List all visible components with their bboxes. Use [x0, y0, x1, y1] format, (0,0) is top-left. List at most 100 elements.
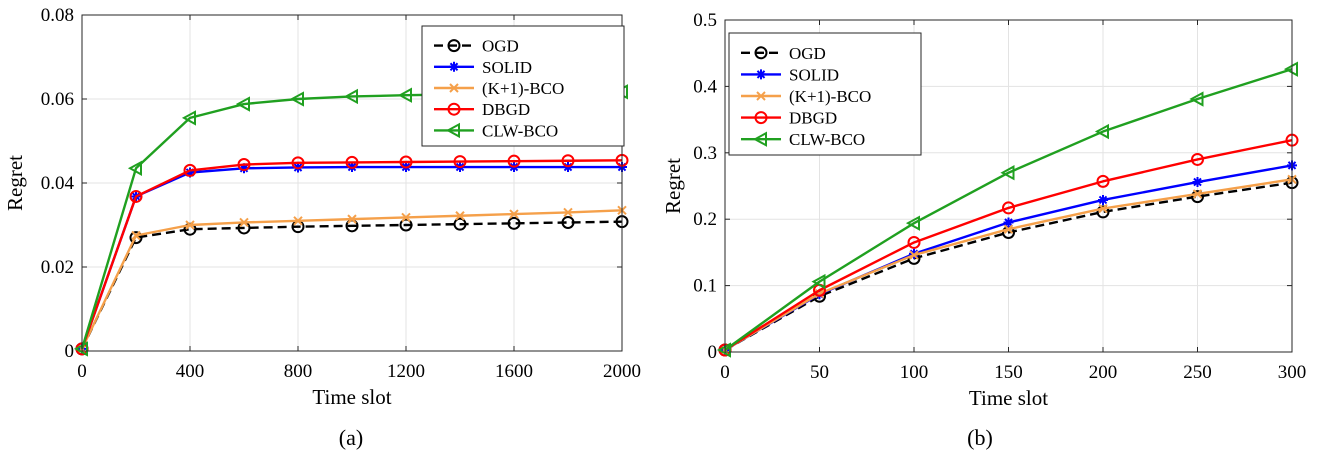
legend-label: SOLID — [789, 65, 839, 84]
data-point — [127, 160, 142, 176]
legend-marker — [449, 83, 459, 93]
series-line-ogd — [80, 220, 623, 350]
data-point — [131, 230, 141, 241]
data-point — [237, 158, 251, 172]
x-tick-label: 2000 — [603, 361, 641, 382]
legend-a: OGD SOLID (K+1)-BCO DBGD CLW-BCO — [421, 25, 625, 147]
chart-caption: (b) — [967, 425, 993, 450]
legend-label: DBGD — [789, 109, 837, 128]
y-tick-label: 0.1 — [693, 276, 717, 297]
data-point — [507, 216, 521, 230]
data-point — [507, 154, 521, 168]
x-tick-label: 1200 — [387, 361, 425, 382]
y-tick-label: 0.3 — [693, 143, 717, 164]
data-point — [509, 209, 519, 219]
x-tick-label: 250 — [1183, 362, 1212, 383]
data-point — [453, 155, 467, 169]
chart-caption: (a) — [339, 425, 363, 450]
legend-label: (K+1)-BCO — [482, 79, 564, 98]
data-point — [183, 163, 197, 177]
y-tick-label: 0 — [65, 341, 75, 362]
data-point — [1098, 194, 1108, 205]
y-tick-label: 0.08 — [41, 5, 74, 26]
data-point — [399, 155, 413, 169]
data-point — [239, 163, 249, 174]
data-point — [1096, 174, 1110, 188]
data-point — [181, 110, 196, 126]
data-point — [397, 87, 412, 103]
legend-label: CLW-BCO — [482, 121, 558, 140]
data-point — [347, 214, 357, 224]
data-point — [1191, 190, 1204, 204]
data-point — [1094, 123, 1109, 140]
data-point — [291, 156, 305, 170]
data-point — [563, 207, 573, 218]
y-tick-label: 0.02 — [41, 257, 74, 278]
data-point — [185, 220, 195, 230]
data-point — [1191, 152, 1204, 166]
legend-label: CLW-BCO — [789, 130, 865, 149]
y-tick-label: 0 — [708, 342, 718, 363]
y-tick-label: 0.4 — [693, 76, 717, 97]
data-point — [1096, 205, 1110, 219]
data-point — [561, 215, 575, 229]
legend-marker — [449, 61, 459, 72]
data-point — [1000, 165, 1015, 181]
data-point — [811, 273, 826, 290]
data-point — [235, 96, 250, 112]
x-axis-label: Time slot — [969, 386, 1048, 410]
legend-marker — [754, 111, 768, 125]
data-point — [907, 235, 921, 249]
data-point — [399, 218, 413, 232]
data-point — [345, 155, 359, 169]
data-point — [129, 231, 143, 245]
series-group-b — [716, 61, 1299, 358]
data-point — [293, 216, 303, 226]
x-tick-label: 300 — [1278, 362, 1307, 383]
x-axis-label: Time slot — [312, 385, 391, 409]
series-line-clw-bco — [724, 67, 1293, 351]
legend-label: SOLID — [482, 58, 532, 77]
series-line-dbgd — [80, 159, 623, 350]
data-point — [909, 250, 919, 260]
legend-marker — [756, 69, 766, 80]
legend-marker — [447, 102, 461, 116]
data-point — [343, 88, 358, 105]
legend-marker — [752, 131, 767, 147]
data-point — [289, 91, 304, 107]
y-axis-label: Regret — [661, 158, 685, 214]
y-tick-label: 0.5 — [693, 10, 717, 31]
x-tick-label: 200 — [1089, 362, 1118, 383]
data-point — [561, 154, 575, 168]
chart-a: 0 400 800 1200 1600 2000 0 0.02 0.04 0.06 0.08 Time… — [3, 5, 641, 450]
data-point — [1189, 91, 1204, 107]
data-point — [185, 167, 195, 178]
data-point — [453, 217, 467, 231]
data-point — [905, 215, 920, 231]
legend-marker — [754, 46, 768, 60]
data-point — [1003, 224, 1014, 234]
data-point — [455, 211, 465, 221]
y-axis-label: Regret — [3, 155, 27, 211]
data-point — [129, 189, 143, 203]
x-tick-label: 0 — [77, 361, 87, 382]
data-point — [1192, 177, 1203, 188]
data-point — [1192, 189, 1203, 199]
legend-label: OGD — [482, 37, 519, 56]
x-tick-label: 100 — [900, 362, 929, 383]
data-point — [1002, 201, 1015, 215]
legend-label: DBGD — [482, 100, 530, 119]
x-tick-label: 0 — [720, 362, 730, 383]
x-tick-label: 1600 — [495, 361, 533, 382]
series-line-dbgd — [724, 139, 1293, 352]
x-tick-label: 400 — [176, 361, 205, 382]
data-point — [239, 217, 249, 228]
data-point — [1003, 217, 1014, 228]
y-tick-label: 0.2 — [693, 209, 717, 230]
legend-marker — [447, 39, 461, 53]
x-tick-label: 50 — [810, 362, 829, 383]
legend-marker — [756, 91, 766, 101]
series-line-ogd — [724, 181, 1293, 352]
legend-marker — [445, 122, 460, 139]
